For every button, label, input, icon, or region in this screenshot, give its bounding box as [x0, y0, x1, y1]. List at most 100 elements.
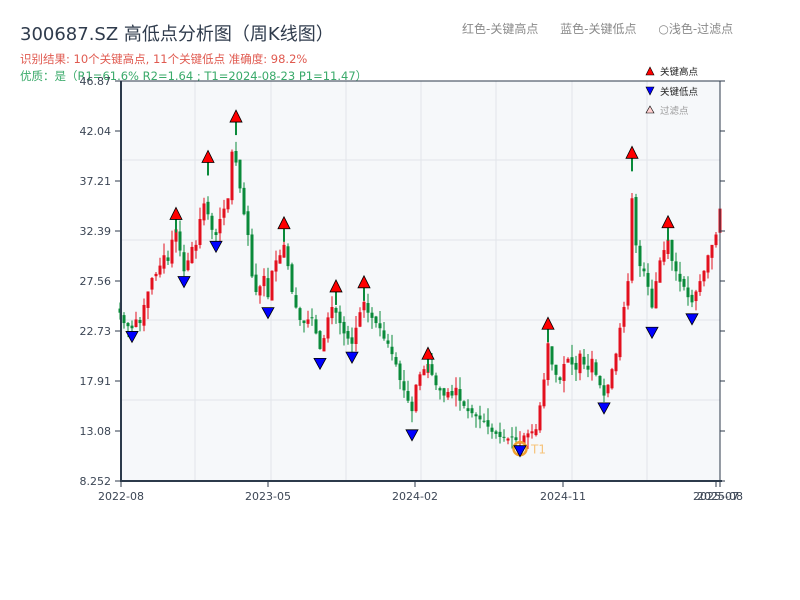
candle-up: [326, 317, 330, 339]
candle-down: [250, 234, 254, 277]
candle-up: [654, 281, 658, 309]
candle-down: [430, 364, 434, 375]
key-low-marker: [513, 445, 527, 458]
candle-up: [170, 239, 174, 264]
quality-summary: 优质：是（R1=61.6% R2=1.64 ; T1=2024-08-23 P1…: [20, 69, 368, 83]
key-high-marker: [357, 274, 371, 289]
candle-down: [238, 159, 242, 189]
candle-down: [514, 437, 518, 441]
candle-down: [682, 278, 686, 287]
candle-up: [358, 312, 362, 327]
candle-up: [714, 234, 718, 246]
candle-up: [546, 343, 550, 380]
candle-up: [698, 281, 702, 293]
candle-down: [318, 331, 322, 349]
color-legend-text: 红色-关键高点 蓝色-关键低点 ○浅色-过滤点: [462, 20, 733, 37]
candle-down: [286, 246, 290, 267]
candle-down: [390, 346, 394, 355]
candle-down: [470, 408, 474, 414]
x-tick-label: 2024-11: [540, 490, 586, 503]
candle-down: [634, 197, 638, 246]
candle-down: [670, 239, 674, 261]
candle-down: [314, 319, 318, 334]
candle-down: [474, 414, 478, 417]
candle-down: [450, 391, 454, 396]
candle-down: [646, 272, 650, 287]
candle-down: [466, 408, 470, 412]
candle-down: [498, 431, 502, 437]
key-low-marker: [261, 307, 275, 320]
candle-down: [266, 278, 270, 298]
key-low-marker: [405, 429, 419, 442]
candle-up: [146, 291, 150, 308]
legend-low-label: 关键低点: [660, 86, 699, 98]
candle-down: [582, 356, 586, 365]
candle-down: [402, 381, 406, 391]
key-high-marker: [229, 109, 243, 123]
candle-up: [658, 260, 662, 283]
y-tick-label: 17.91: [80, 375, 112, 388]
candle-up: [422, 369, 426, 376]
candle-down: [410, 401, 414, 412]
candle-up: [262, 275, 266, 287]
y-tick-label: 8.252: [80, 475, 112, 488]
candle-down: [494, 431, 498, 434]
candle-down: [398, 363, 402, 381]
candle-down: [338, 311, 342, 324]
candle-up: [162, 255, 166, 269]
candle-up: [158, 265, 162, 275]
candle-up: [218, 218, 222, 234]
candle-up: [614, 353, 618, 372]
candle-down: [642, 268, 646, 272]
candle-down: [394, 357, 398, 365]
grid-lines: [121, 81, 720, 481]
marker-legend: 关键高点 关键低点 过滤点: [645, 66, 699, 117]
y-tick-label: 27.56: [80, 275, 112, 288]
t1-label: T1: [530, 443, 546, 457]
candle-up: [618, 327, 622, 358]
candle-up: [354, 327, 358, 344]
candle-down: [178, 231, 182, 251]
key-low-marker: [645, 326, 659, 340]
candle-down: [378, 323, 382, 329]
candle-down: [638, 245, 642, 267]
candle-up: [134, 319, 138, 327]
candle-up: [530, 431, 534, 434]
candle-down: [386, 340, 390, 344]
candle-up: [222, 208, 226, 218]
candle-down: [290, 264, 294, 292]
x-tick-label: 2024-02: [392, 490, 438, 503]
candle-down: [126, 323, 130, 327]
candle-up: [610, 369, 614, 389]
x-tick-label: 2025-07: [693, 490, 739, 503]
candle-up: [282, 244, 286, 258]
candle-down: [302, 320, 306, 324]
candle-down: [334, 308, 338, 313]
x-tick-label: 2023-05: [245, 490, 291, 503]
candle-down: [598, 375, 602, 386]
x-tick-label: 2022-08: [98, 490, 144, 503]
candle-down: [438, 388, 442, 391]
candle-up: [454, 387, 458, 396]
candle-down: [346, 331, 350, 339]
y-tick-label: 37.21: [80, 175, 112, 188]
candle-down: [254, 274, 258, 292]
candle-up: [142, 304, 146, 326]
candle-down: [350, 337, 354, 344]
candle-down: [374, 316, 378, 324]
candle-down: [298, 308, 302, 320]
candle-down: [490, 427, 494, 432]
candle-down: [182, 252, 186, 272]
candle-up: [606, 384, 610, 394]
candle-up: [626, 281, 630, 306]
candle-up: [446, 391, 450, 398]
legend-filtered-icon: [645, 105, 655, 114]
candle-down: [602, 385, 606, 396]
candle-down: [674, 261, 678, 272]
candle-down: [550, 346, 554, 365]
candle-up: [418, 374, 422, 386]
candle-down: [442, 388, 446, 396]
candle-up: [306, 319, 310, 324]
pivot-markers: T1: [125, 109, 699, 458]
